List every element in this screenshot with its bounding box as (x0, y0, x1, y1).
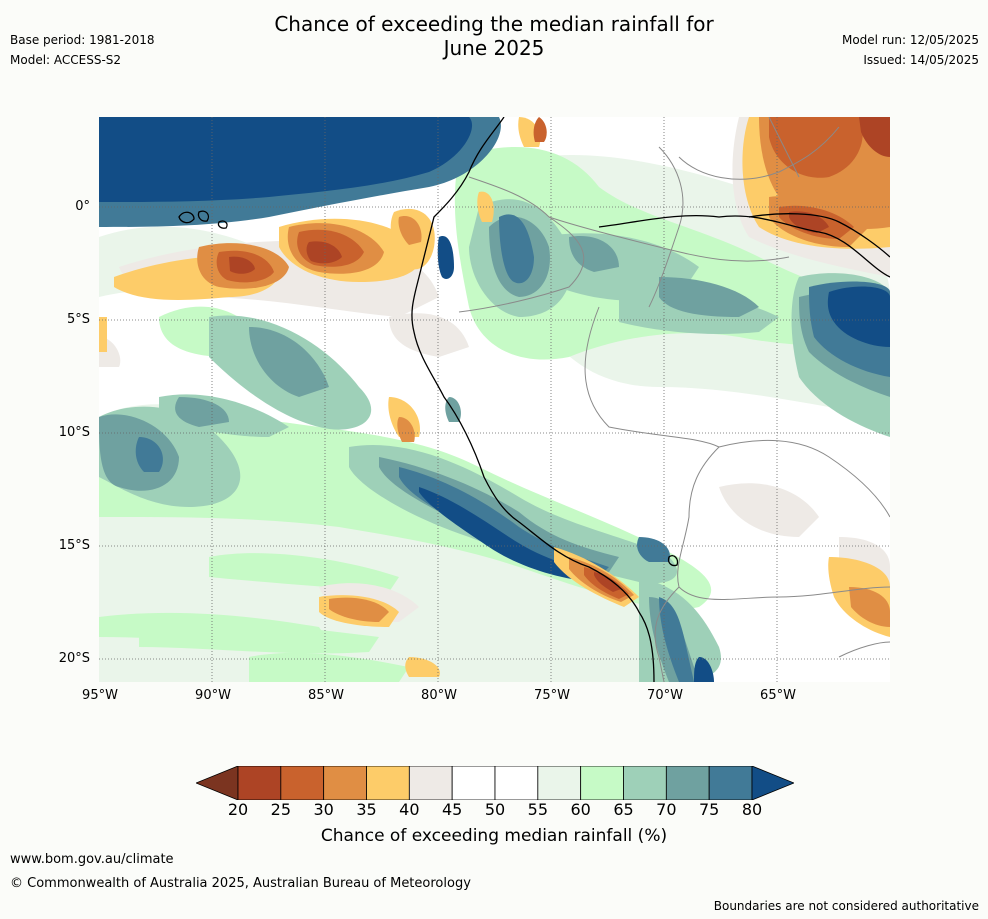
rainfall-map (99, 117, 890, 682)
colorbar-cell (280, 766, 325, 800)
lat-label-20s: 20°S (58, 651, 90, 666)
colorbar-cell (494, 766, 539, 800)
title-line-2: June 2025 (443, 36, 545, 60)
lat-label-15s: 15°S (58, 538, 90, 553)
lon-label-85w: 85°W (308, 688, 344, 703)
footer-disclaimer: Boundaries are not considered authoritat… (713, 899, 979, 913)
lon-label-95w: 95°W (82, 688, 118, 703)
colorbar-cell (623, 766, 667, 800)
title-line-1: Chance of exceeding the median rainfall … (274, 12, 714, 36)
lon-label-75w: 75°W (534, 688, 570, 703)
band-above-80 (99, 117, 890, 682)
colorbar-cell (323, 766, 367, 800)
colorbar-tick-label: 70 (656, 800, 677, 819)
lon-label-65w: 65°W (760, 688, 796, 703)
lat-label-10s: 10°S (58, 425, 90, 440)
colorbar-title: Chance of exceeding median rainfall (%) (320, 826, 668, 846)
model-run: Model run: 12/05/2025 (841, 33, 979, 47)
colorbar (196, 766, 794, 800)
colorbar-cell (708, 766, 753, 800)
footer-copyright: © Commonwealth of Australia 2025, Austra… (10, 876, 471, 891)
colorbar-tick-label: 30 (313, 800, 334, 819)
colorbar-tick-label: 50 (484, 800, 506, 819)
colorbar-tick-label: 75 (698, 800, 720, 819)
chart-title: Chance of exceeding the median rainfall … (0, 12, 988, 60)
colorbar-tick-label: 80 (741, 800, 763, 819)
colorbar-extend-low (196, 766, 239, 800)
footer-url[interactable]: www.bom.gov.au/climate (10, 852, 174, 867)
lon-label-90w: 90°W (195, 688, 231, 703)
colorbar-cell (366, 766, 410, 800)
colorbar-cell (665, 766, 710, 800)
colorbar-tick-label: 35 (356, 800, 377, 819)
colorbar-cell (408, 766, 453, 800)
colorbar-tick-label: 20 (227, 800, 249, 819)
model-name: Model: ACCESS-S2 (10, 53, 122, 67)
colorbar-tick-label: 55 (527, 800, 548, 819)
country-boundaries (458, 117, 890, 682)
colorbar-cell (537, 766, 582, 800)
issued-date: Issued: 14/05/2025 (863, 53, 979, 67)
colorbar-cell (451, 766, 496, 800)
colorbar-cell (580, 766, 624, 800)
colorbar-cell (237, 766, 282, 800)
meta-right: Model run: 12/05/2025 Issued: 14/05/2025 (842, 30, 979, 70)
colorbar-tick-label: 25 (270, 800, 291, 819)
lat-label-0: 0° (75, 199, 90, 214)
colorbar-tick-label: 60 (570, 800, 591, 819)
base-period: Base period: 1981-2018 (10, 33, 155, 47)
lat-label-5s: 5°S (66, 312, 90, 327)
lon-label-80w: 80°W (421, 688, 457, 703)
band-20-25 (229, 117, 890, 592)
meta-left: Base period: 1981-2018 Model: ACCESS-S2 (10, 30, 155, 70)
lon-label-70w: 70°W (647, 688, 683, 703)
colorbar-extend-high (751, 766, 794, 800)
colorbar-tick-label: 45 (441, 800, 463, 819)
colorbar-tick-label: 40 (399, 800, 420, 819)
colorbar-tick-label: 65 (613, 800, 634, 819)
coastline (178, 117, 890, 682)
gridlines (99, 117, 890, 682)
